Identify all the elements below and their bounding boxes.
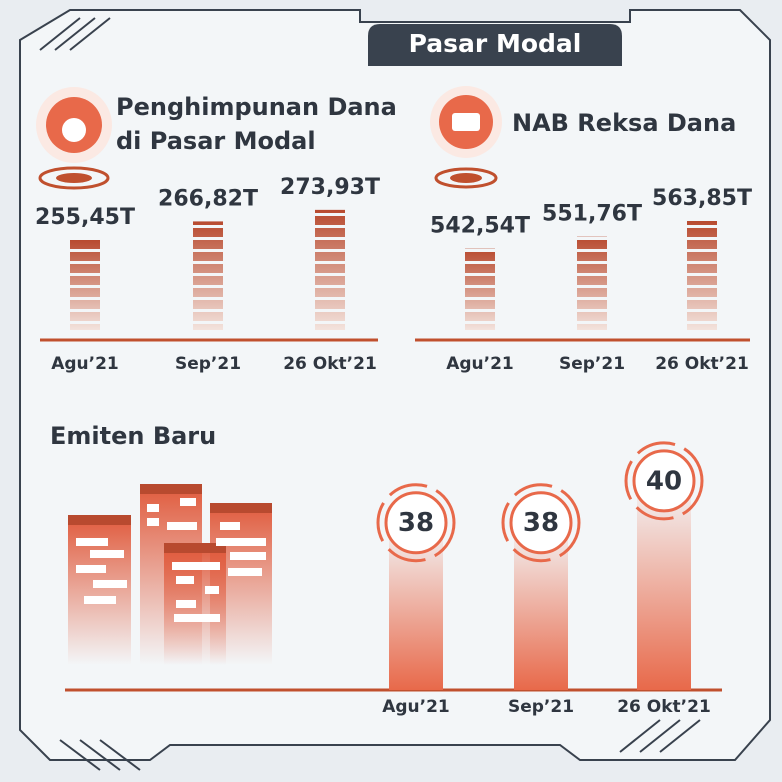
bar [687,221,717,330]
value-label: 266,82T [158,186,258,211]
value-label: 563,85T [652,186,752,211]
bar [70,240,100,330]
infographic: Pasar Modal Penghimpunan Dana di Pasar Mo… [0,0,782,782]
x-tick-label: Sep’21 [175,354,241,374]
value-label: 38 [523,508,559,538]
chart-title: Penghimpunan Dana [116,93,397,121]
chart-title: NAB Reksa Dana [512,109,736,137]
x-tick-label: Sep’21 [559,354,625,374]
value-label: 273,93T [280,175,380,200]
page-title: Pasar Modal [409,29,582,58]
value-label: 40 [646,466,682,496]
x-tick-label: 26 Okt’21 [655,354,749,374]
x-tick-label: Agu’21 [51,354,119,374]
chart-title: Emiten Baru [50,422,216,450]
x-tick-label: Agu’21 [382,697,450,717]
x-tick-label: Agu’21 [446,354,514,374]
x-tick-label: 26 Okt’21 [617,697,711,717]
bar [193,221,223,330]
value-label: 551,76T [542,202,642,227]
value-label: 255,45T [35,205,135,230]
x-tick-label: Sep’21 [508,697,574,717]
bar [315,210,345,330]
value-label: 38 [398,508,434,538]
bar [577,237,607,330]
value-label: 542,54T [430,214,530,239]
bar [465,249,495,330]
x-tick-label: 26 Okt’21 [283,354,377,374]
chart-title: di Pasar Modal [116,127,316,155]
